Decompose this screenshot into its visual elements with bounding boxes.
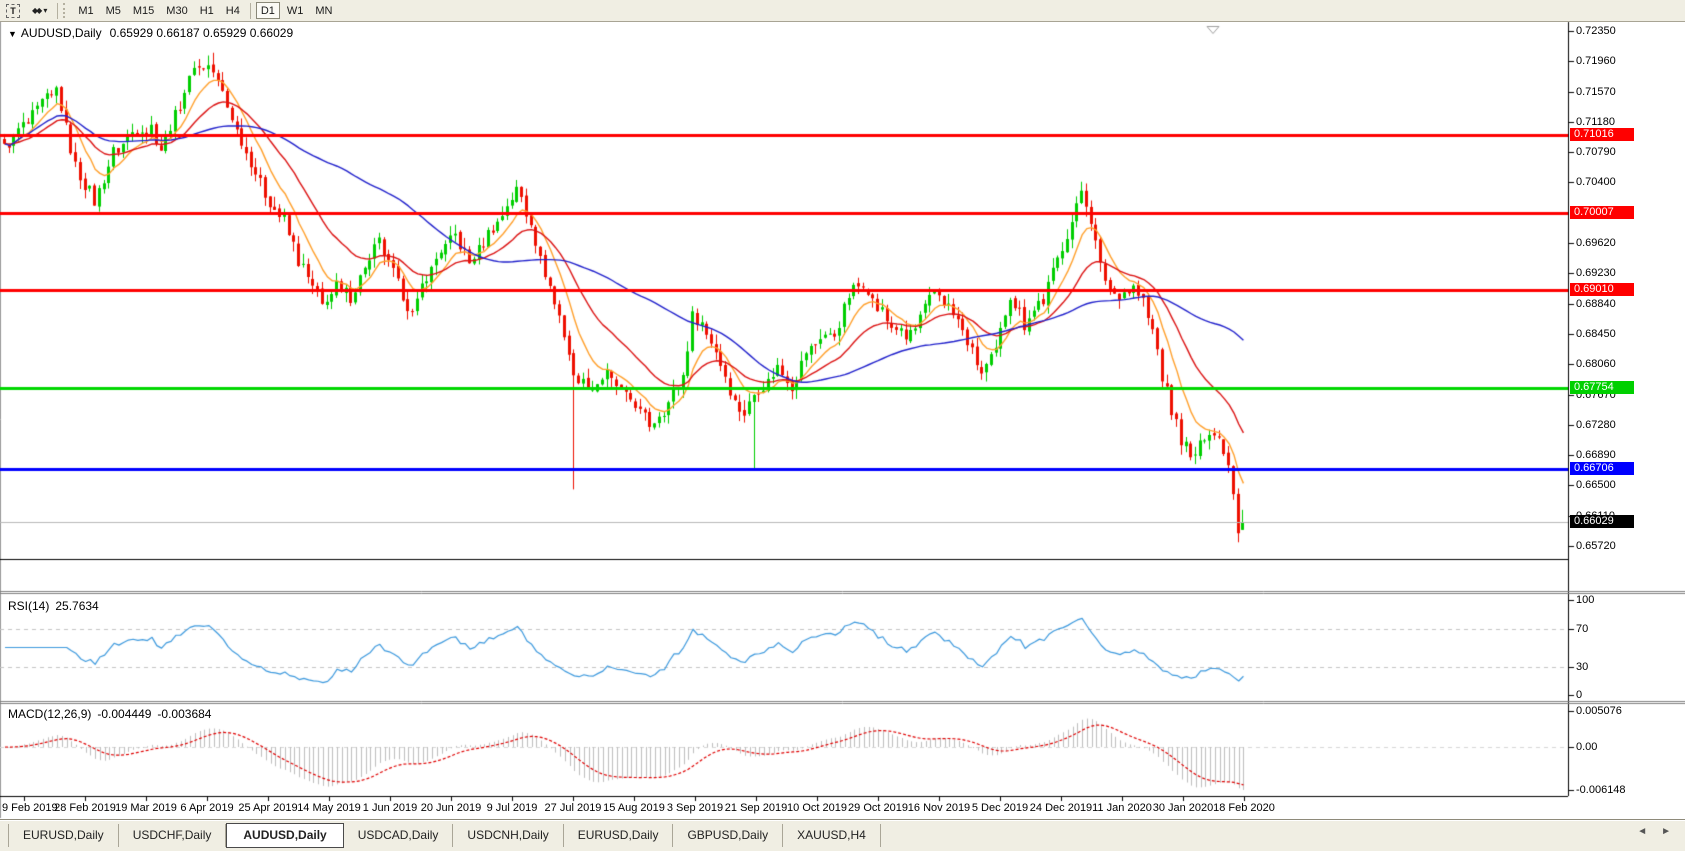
date-label: 27 Jul 2019 <box>544 802 602 814</box>
price-tick-label: 0.67280 <box>1576 418 1616 431</box>
date-label: 3 Sep 2019 <box>666 802 724 814</box>
timeframe-button-m1[interactable]: M1 <box>73 2 98 19</box>
price-badge: 0.67754 <box>1570 381 1634 395</box>
timeframe-button-m15[interactable]: M15 <box>128 2 159 19</box>
tab-eurusd-daily[interactable]: EURUSD,Daily <box>8 824 119 847</box>
rsi-tick-label: 0 <box>1576 689 1583 701</box>
macd-tick-label: 0.005076 <box>1576 705 1622 718</box>
macd-signal-value: -0.003684 <box>157 707 212 721</box>
date-label: 1 Jun 2019 <box>362 802 418 814</box>
price-tick-label: 0.69230 <box>1576 267 1616 280</box>
date-label: 10 Oct 2019 <box>787 802 847 814</box>
date-label: 16 Nov 2019 <box>907 802 971 814</box>
chart-header: ▼ AUDUSD,Daily 0.65929 0.66187 0.65929 0.6… <box>8 26 293 40</box>
date-label: 24 Dec 2019 <box>1029 802 1093 814</box>
price-badge: 0.66029 <box>1570 515 1634 529</box>
timeframe-button-d1[interactable]: D1 <box>255 2 280 19</box>
timeframe-button-m30[interactable]: M30 <box>161 2 192 19</box>
tab-usdcnh-daily[interactable]: USDCNH,Daily <box>453 824 564 847</box>
price-badge: 0.66706 <box>1570 462 1634 476</box>
date-label: 29 Oct 2019 <box>848 802 908 814</box>
price-tick-label: 0.68840 <box>1576 297 1616 310</box>
arrows-tool-button[interactable]: ◆◆ ▾ <box>27 2 52 19</box>
chart-tabs: EURUSD,Daily USDCHF,Daily AUDUSD,Daily USDC… <box>8 823 881 848</box>
macd-tick-label: -0.006148 <box>1576 784 1626 797</box>
price-tick-label: 0.70790 <box>1576 146 1616 159</box>
date-label: 9 Feb 2019 <box>2 802 58 814</box>
chart-tab-bar: EURUSD,Daily USDCHF,Daily AUDUSD,Daily USDC… <box>0 819 1685 851</box>
timeframe-button-m5[interactable]: M5 <box>101 2 126 19</box>
price-tick-label: 0.71960 <box>1576 55 1616 68</box>
dropdown-caret-icon: ▾ <box>43 6 48 15</box>
text-tool-button[interactable]: T <box>1 2 25 19</box>
price-badge: 0.69010 <box>1570 283 1634 297</box>
date-label: 28 Feb 2019 <box>54 802 116 814</box>
date-label: 5 Dec 2019 <box>971 802 1029 814</box>
tab-scroll-controls: ◄ ► <box>1637 826 1671 837</box>
rsi-value: 25.7634 <box>55 599 99 613</box>
date-label: 20 Jun 2019 <box>420 802 482 814</box>
timeframe-button-h1[interactable]: H1 <box>195 2 219 19</box>
toolbar: T ◆◆ ▾ M1 M5 M15 M30 H1 H4 D1 W1 MN <box>0 0 1685 22</box>
price-tick-label: 0.72350 <box>1576 25 1616 37</box>
tab-audusd-daily[interactable]: AUDUSD,Daily <box>226 823 344 848</box>
tab-scroll-right-icon[interactable]: ► <box>1661 826 1671 837</box>
price-badge: 0.70007 <box>1570 206 1634 220</box>
date-label: 6 Apr 2019 <box>180 802 234 814</box>
tab-scroll-left-icon[interactable]: ◄ <box>1637 826 1648 837</box>
timeframe-button-h4[interactable]: H4 <box>221 2 245 19</box>
chart-symbol-label: AUDUSD,Daily <box>20 26 102 40</box>
price-badge: 0.71016 <box>1570 127 1634 141</box>
price-tick-label: 0.70400 <box>1576 176 1616 189</box>
rsi-label: RSI(14) 25.7634 <box>8 599 99 613</box>
date-label: 25 Apr 2019 <box>238 802 298 814</box>
price-tick-label: 0.65720 <box>1576 540 1616 553</box>
tab-usdcad-daily[interactable]: USDCAD,Daily <box>344 824 454 847</box>
price-tick-label: 0.68450 <box>1576 327 1616 340</box>
tab-usdchf-daily[interactable]: USDCHF,Daily <box>119 824 227 847</box>
price-tick-label: 0.68060 <box>1576 358 1616 371</box>
date-label: 9 Jul 2019 <box>486 802 538 814</box>
date-label: 11 Jan 2020 <box>1092 802 1152 814</box>
toolbar-separator <box>249 2 251 19</box>
price-tick-label: 0.66500 <box>1576 479 1616 492</box>
price-tick-label: 0.66890 <box>1576 449 1616 462</box>
macd-main-value: -0.004449 <box>97 707 152 721</box>
text-tool-icon: T <box>6 3 20 18</box>
price-tick-label: 0.69620 <box>1576 237 1616 250</box>
price-tick-label: 0.71570 <box>1576 85 1616 98</box>
date-label: 15 Aug 2019 <box>603 802 665 814</box>
toolbar-grip <box>63 3 67 18</box>
rsi-indicator-name: RSI(14) <box>8 599 50 613</box>
price-tick-label: 0.71180 <box>1576 115 1615 128</box>
toolbar-separator <box>57 2 59 19</box>
tab-xauusd-h4[interactable]: XAUUSD,H4 <box>783 824 881 847</box>
date-label: 18 Feb 2020 <box>1213 802 1275 814</box>
rsi-tick-label: 100 <box>1576 594 1595 606</box>
macd-indicator-name: MACD(12,26,9) <box>8 707 92 721</box>
tab-eurusd-daily[interactable]: EURUSD,Daily <box>564 824 674 847</box>
date-label: 14 May 2019 <box>297 802 361 814</box>
arrows-icon: ◆◆ <box>32 6 42 15</box>
timeframe-button-mn[interactable]: MN <box>310 2 337 19</box>
date-label: 30 Jan 2020 <box>1152 802 1214 814</box>
timeframe-button-w1[interactable]: W1 <box>282 2 309 19</box>
rsi-tick-label: 30 <box>1576 660 1589 673</box>
date-label: 19 Mar 2019 <box>115 802 177 814</box>
chart-ohlc-values: 0.65929 0.66187 0.65929 0.66029 <box>109 26 294 40</box>
collapse-triangle-icon[interactable]: ▼ <box>8 29 17 39</box>
macd-tick-label: 0.00 <box>1576 741 1598 753</box>
macd-label: MACD(12,26,9) -0.004449 -0.003684 <box>8 707 211 721</box>
rsi-tick-label: 70 <box>1576 622 1589 635</box>
timeframe-button-group: M1 M5 M15 M30 H1 H4 D1 W1 MN <box>72 2 338 19</box>
date-label: 21 Sep 2019 <box>724 802 788 814</box>
tab-gbpusd-daily[interactable]: GBPUSD,Daily <box>673 824 784 847</box>
